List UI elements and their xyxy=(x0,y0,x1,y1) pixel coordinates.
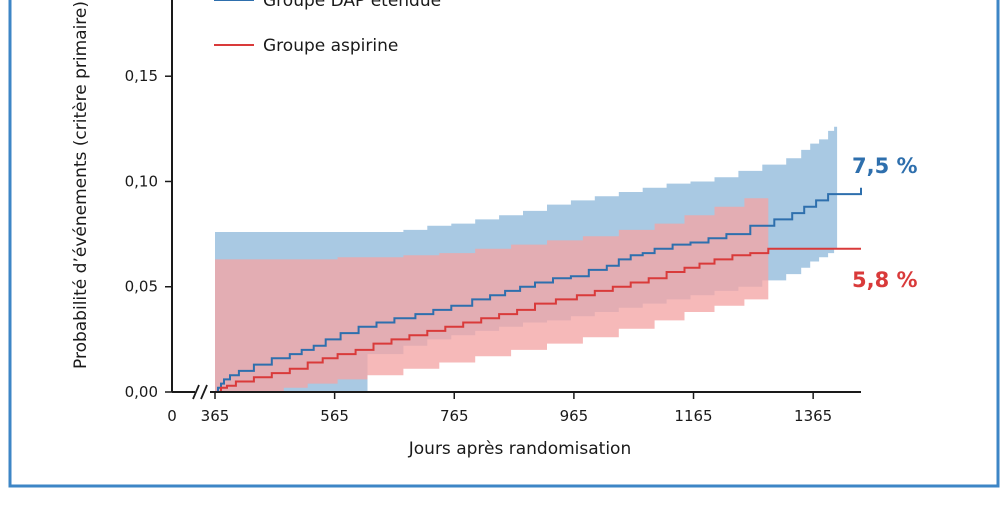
x-tick-label: 0 xyxy=(167,407,177,425)
y-tick-label: 0,00 xyxy=(125,383,158,401)
x-tick-label: 965 xyxy=(560,407,589,425)
series-lines xyxy=(215,187,862,393)
x-tick-label: 565 xyxy=(320,407,349,425)
x-tick-label: 365 xyxy=(201,407,230,425)
x-tick-label: 765 xyxy=(440,407,469,425)
legend-label-dap: Groupe DAP étendue xyxy=(263,0,441,11)
series-line-aspirine xyxy=(215,247,861,393)
x-tick-label: 1365 xyxy=(794,407,832,425)
y-tick-label: 0,10 xyxy=(125,172,158,190)
axis-break-mark-1 xyxy=(192,384,200,400)
y-tick-label: 0,05 xyxy=(125,278,158,296)
series-line-dap xyxy=(215,187,862,393)
x-axis-title: Jours après randomisation xyxy=(408,439,631,459)
end-label-aspirine: 5,8 % xyxy=(852,268,918,292)
end-label-dap: 7,5 % xyxy=(852,154,918,178)
legend-label-aspirine: Groupe aspirine xyxy=(263,36,398,56)
chart-frame xyxy=(8,0,1000,488)
axis-break-mark-2 xyxy=(200,384,208,400)
x-ticks: 0 365 565 765 965 1165 1365 xyxy=(167,392,832,425)
confidence-bands xyxy=(215,126,838,392)
y-ticks: 0,00 0,05 0,10 0,15 xyxy=(125,67,172,401)
axes xyxy=(171,0,861,400)
x-tick-label: 1165 xyxy=(674,407,712,425)
y-axis-title: Probabilité d’événements (critère primai… xyxy=(71,1,91,369)
confidence-band-aspirine xyxy=(215,196,769,392)
y-tick-label: 0,15 xyxy=(125,67,158,85)
legend: Groupe DAP étendue Groupe aspirine xyxy=(214,0,441,56)
